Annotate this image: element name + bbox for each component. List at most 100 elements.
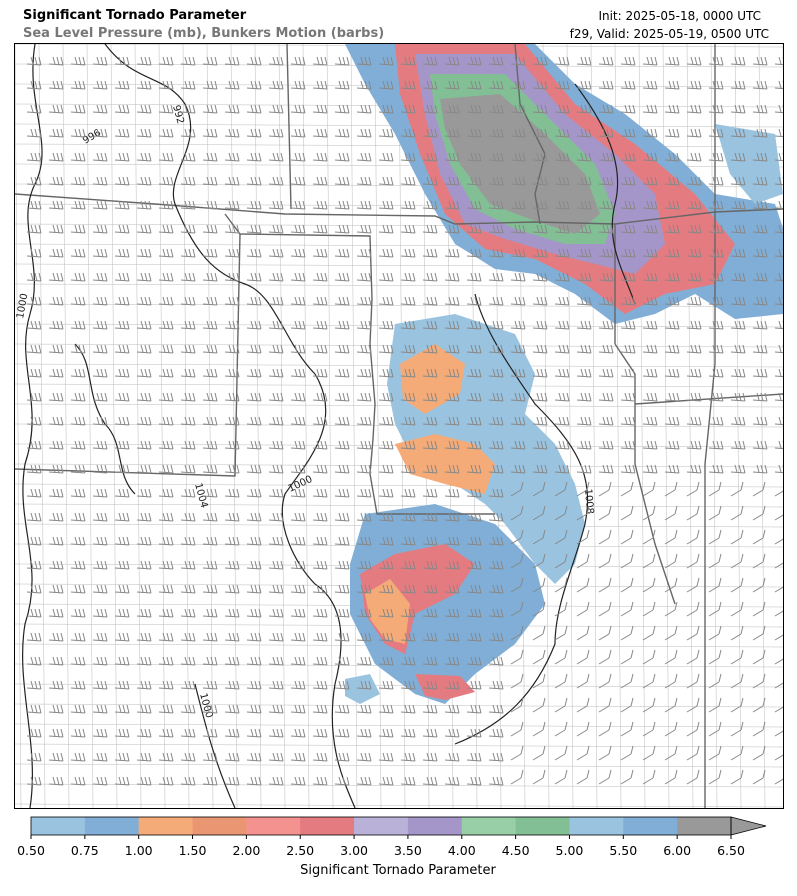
- wind-barb: [510, 649, 524, 665]
- wind-barb: [334, 104, 350, 114]
- wind-barb: [422, 368, 438, 378]
- wind-barb: [554, 416, 570, 426]
- wind-barb: [664, 176, 680, 186]
- wind-barb: [48, 512, 64, 522]
- wind-barb: [26, 56, 42, 66]
- wind-barb: [576, 649, 590, 665]
- wind-barb: [158, 728, 174, 738]
- wind-barb: [598, 152, 614, 162]
- wind-barb: [48, 560, 64, 570]
- wind-barb: [598, 601, 612, 617]
- wind-barb: [202, 344, 218, 354]
- wind-barb: [70, 320, 86, 330]
- wind-barb: [70, 752, 86, 762]
- wind-barb: [730, 416, 746, 426]
- wind-barb: [444, 320, 460, 330]
- wind-barb: [730, 80, 746, 90]
- wind-barb: [378, 704, 394, 714]
- wind-barb: [532, 272, 548, 282]
- wind-barb: [268, 176, 284, 186]
- wind-barb: [620, 272, 636, 282]
- wind-barb: [136, 560, 152, 570]
- wind-barb: [598, 464, 614, 474]
- wind-barb: [246, 752, 262, 762]
- wind-barb: [26, 224, 42, 234]
- wind-barb: [774, 610, 783, 617]
- wind-barb: [620, 697, 634, 713]
- wind-barb: [422, 488, 438, 498]
- wind-barb: [620, 601, 634, 617]
- wind-barb: [774, 104, 783, 114]
- wind-barb: [554, 104, 570, 114]
- wind-barb: [488, 560, 504, 570]
- wind-barb: [400, 200, 416, 210]
- wind-barb: [136, 224, 152, 234]
- wind-barb: [620, 505, 634, 521]
- wind-barb: [312, 560, 328, 570]
- wind-barb: [774, 152, 783, 162]
- wind-barb: [708, 529, 722, 545]
- wind-barb: [576, 481, 590, 497]
- wind-barb: [576, 529, 590, 545]
- wind-barb: [620, 673, 634, 689]
- wind-barb: [774, 80, 783, 90]
- wind-barb: [378, 560, 394, 570]
- wind-barb: [664, 440, 680, 450]
- wind-barb: [576, 152, 592, 162]
- wind-barb: [708, 272, 724, 282]
- wind-barb: [532, 745, 546, 761]
- wind-barb: [246, 56, 262, 66]
- wind-barb: [510, 80, 526, 90]
- wind-barb: [356, 680, 372, 690]
- wind-barb: [598, 440, 614, 450]
- colorbar-tick-label: 3.50: [394, 843, 422, 858]
- wind-barb: [730, 721, 744, 737]
- wind-barb: [444, 536, 460, 546]
- wind-barb: [400, 272, 416, 282]
- wind-barb: [92, 80, 108, 90]
- wind-barb: [576, 392, 592, 402]
- wind-barb: [356, 776, 372, 786]
- wind-barb: [400, 536, 416, 546]
- wind-barb: [136, 776, 152, 786]
- wind-barb: [422, 344, 438, 354]
- wind-barb: [290, 104, 306, 114]
- wind-barb: [114, 80, 130, 90]
- wind-barb: [26, 776, 42, 786]
- wind-barb: [488, 680, 504, 690]
- wind-barb: [70, 272, 86, 282]
- county-line: [15, 143, 783, 148]
- wind-barb: [290, 80, 306, 90]
- colorbar-segment: [623, 817, 678, 835]
- wind-barb: [356, 80, 372, 90]
- wind-barb: [554, 56, 570, 66]
- wind-barb: [356, 704, 372, 714]
- wind-barb: [246, 104, 262, 114]
- wind-barb: [576, 296, 592, 306]
- wind-barb: [202, 248, 218, 258]
- wind-barb: [422, 56, 438, 66]
- wind-barb: [268, 704, 284, 714]
- wind-barb: [488, 752, 504, 762]
- wind-barb: [26, 296, 42, 306]
- wind-barb: [378, 56, 394, 66]
- wind-barb: [400, 176, 416, 186]
- wind-barb: [686, 248, 702, 258]
- wind-barb: [664, 529, 678, 545]
- wind-barb: [114, 368, 130, 378]
- wind-barb: [334, 320, 350, 330]
- wind-barb: [422, 248, 438, 258]
- wind-barb: [180, 680, 196, 690]
- wind-barb: [664, 320, 680, 330]
- wind-barb: [664, 56, 680, 66]
- wind-barb: [708, 464, 724, 474]
- wind-barb: [26, 728, 42, 738]
- wind-barb: [554, 224, 570, 234]
- wind-barb: [202, 416, 218, 426]
- wind-barb: [356, 200, 372, 210]
- wind-barb: [510, 272, 526, 282]
- wind-barb: [114, 440, 130, 450]
- wind-barb: [444, 392, 460, 402]
- wind-barb: [158, 320, 174, 330]
- wind-barb: [400, 248, 416, 258]
